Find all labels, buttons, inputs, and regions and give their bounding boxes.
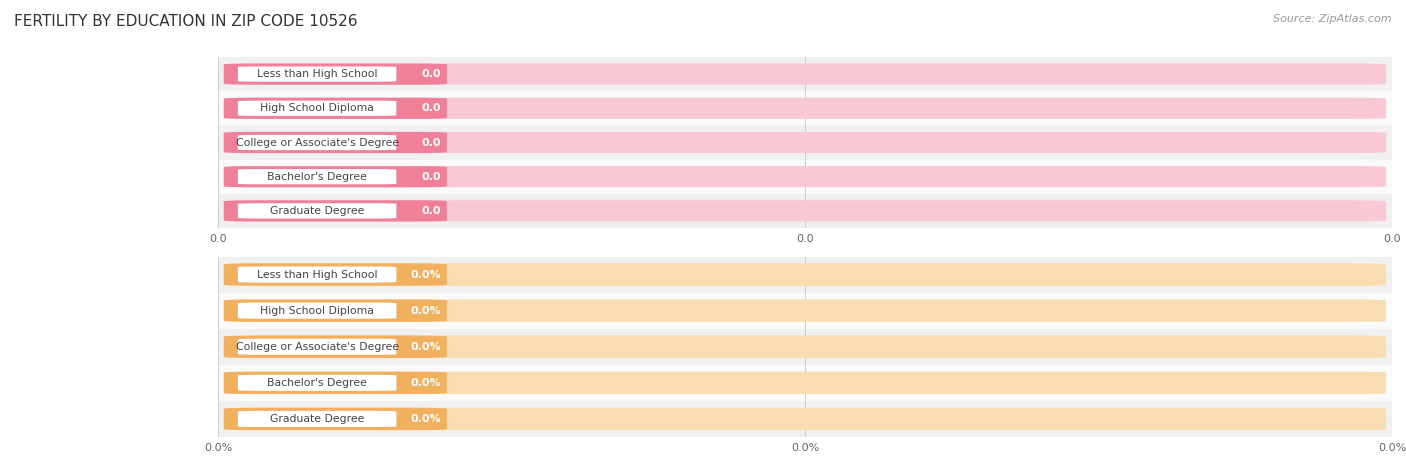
Text: Bachelor's Degree: Bachelor's Degree xyxy=(267,171,367,182)
Text: 0.0%: 0.0% xyxy=(411,305,441,316)
FancyBboxPatch shape xyxy=(224,263,447,286)
Text: FERTILITY BY EDUCATION IN ZIP CODE 10526: FERTILITY BY EDUCATION IN ZIP CODE 10526 xyxy=(14,14,357,29)
FancyBboxPatch shape xyxy=(224,200,1386,221)
FancyBboxPatch shape xyxy=(224,98,1386,119)
FancyBboxPatch shape xyxy=(238,169,396,184)
Text: 0.0: 0.0 xyxy=(422,103,441,114)
Text: 0.0%: 0.0% xyxy=(411,342,441,352)
FancyBboxPatch shape xyxy=(224,371,447,394)
FancyBboxPatch shape xyxy=(224,166,1386,187)
FancyBboxPatch shape xyxy=(224,64,447,85)
Bar xyxy=(218,365,1392,401)
FancyBboxPatch shape xyxy=(224,335,447,358)
Bar xyxy=(218,401,1392,437)
FancyBboxPatch shape xyxy=(238,303,396,319)
Bar xyxy=(218,160,1392,194)
Bar xyxy=(218,329,1392,365)
Text: High School Diploma: High School Diploma xyxy=(260,305,374,316)
FancyBboxPatch shape xyxy=(238,375,396,391)
Bar xyxy=(218,256,1392,293)
FancyBboxPatch shape xyxy=(238,101,396,116)
FancyBboxPatch shape xyxy=(224,166,447,187)
FancyBboxPatch shape xyxy=(238,266,396,283)
Text: 0.0: 0.0 xyxy=(422,69,441,79)
Text: 0.0%: 0.0% xyxy=(411,269,441,280)
FancyBboxPatch shape xyxy=(224,64,1386,85)
FancyBboxPatch shape xyxy=(224,200,447,221)
Text: 0.0%: 0.0% xyxy=(411,414,441,424)
Text: Graduate Degree: Graduate Degree xyxy=(270,414,364,424)
Text: 0.0%: 0.0% xyxy=(411,378,441,388)
Text: Source: ZipAtlas.com: Source: ZipAtlas.com xyxy=(1274,14,1392,24)
FancyBboxPatch shape xyxy=(238,339,396,355)
FancyBboxPatch shape xyxy=(224,408,1386,430)
FancyBboxPatch shape xyxy=(238,135,396,150)
FancyBboxPatch shape xyxy=(238,411,396,427)
Text: Graduate Degree: Graduate Degree xyxy=(270,206,364,216)
FancyBboxPatch shape xyxy=(224,299,1386,322)
FancyBboxPatch shape xyxy=(238,66,396,82)
Text: College or Associate's Degree: College or Associate's Degree xyxy=(236,137,399,148)
Bar xyxy=(218,125,1392,160)
Text: Bachelor's Degree: Bachelor's Degree xyxy=(267,378,367,388)
Text: Less than High School: Less than High School xyxy=(257,269,377,280)
Bar xyxy=(218,293,1392,329)
Text: 0.0: 0.0 xyxy=(422,137,441,148)
FancyBboxPatch shape xyxy=(224,132,1386,153)
FancyBboxPatch shape xyxy=(224,408,447,430)
Text: Less than High School: Less than High School xyxy=(257,69,377,79)
Text: High School Diploma: High School Diploma xyxy=(260,103,374,114)
Bar xyxy=(218,57,1392,91)
FancyBboxPatch shape xyxy=(224,263,1386,286)
FancyBboxPatch shape xyxy=(224,299,447,322)
Text: College or Associate's Degree: College or Associate's Degree xyxy=(236,342,399,352)
Bar xyxy=(218,194,1392,228)
Text: 0.0: 0.0 xyxy=(422,171,441,182)
FancyBboxPatch shape xyxy=(224,371,1386,394)
FancyBboxPatch shape xyxy=(224,335,1386,358)
Bar xyxy=(218,91,1392,125)
FancyBboxPatch shape xyxy=(224,98,447,119)
FancyBboxPatch shape xyxy=(238,203,396,218)
FancyBboxPatch shape xyxy=(224,132,447,153)
Text: 0.0: 0.0 xyxy=(422,206,441,216)
